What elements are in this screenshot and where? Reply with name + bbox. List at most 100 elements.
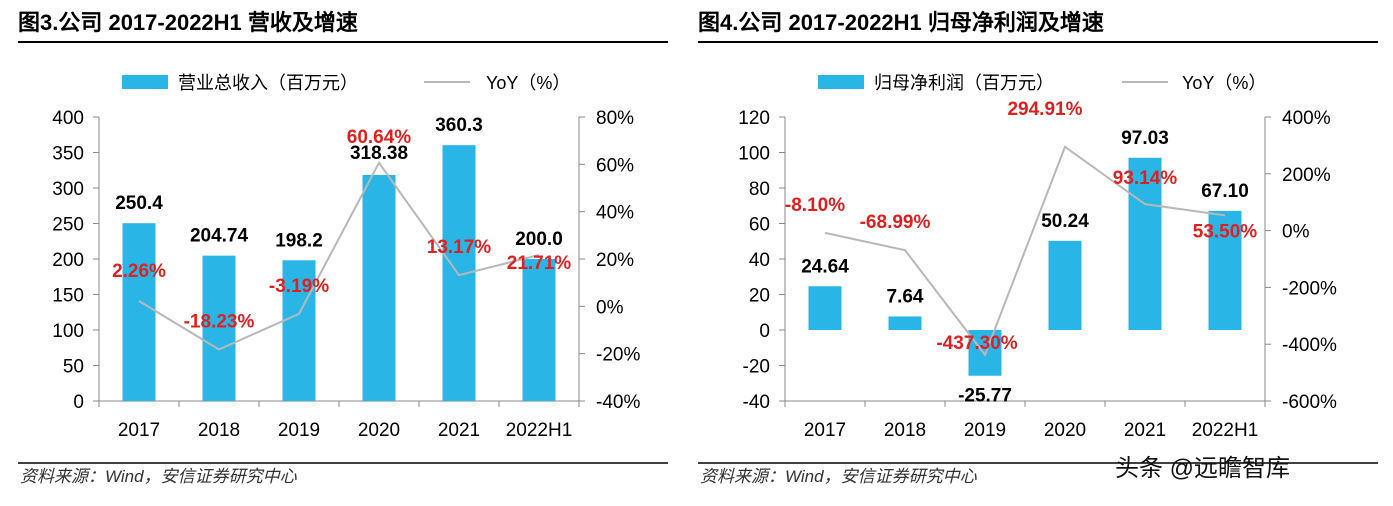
- figure-3-yoy-value-label: 60.64%: [347, 127, 412, 148]
- figure-4-left-axis: 120 100 80 60 40 20 0 -20 -40: [738, 108, 785, 413]
- figure-4-yoy-value-label: -68.99%: [860, 212, 931, 233]
- figure-4-legend-bar-label: 归母净利润（百万元）: [874, 73, 1054, 93]
- figure-4-category-label: 2017: [804, 420, 846, 441]
- figure-4-category-label: 2022H1: [1192, 420, 1259, 441]
- figure-4-right-tick-label: 400%: [1282, 108, 1331, 129]
- figure-3-bar-2018: [202, 255, 236, 401]
- figure-3-axis-lines: [98, 117, 580, 407]
- figure-3-right-tick-label: 60%: [596, 155, 634, 176]
- figure-3-right-tick-label: 40%: [596, 203, 634, 224]
- figure-3-bar-value-label: 360.3: [435, 115, 483, 136]
- figure-4-yoy-value-label: 294.91%: [1007, 99, 1082, 120]
- figure-4-bar-2017: [808, 286, 842, 330]
- figure-4: 图4.公司 2017-2022H1 归母净利润及增速 归母净利润（百万元） Yo…: [698, 10, 1378, 486]
- figure-4-legend: 归母净利润（百万元） YoY（%）: [818, 73, 1266, 93]
- figure-4-bar-value-label: 7.64: [887, 286, 924, 307]
- figure-4-axis-lines: [784, 117, 1266, 407]
- figure-4-bar-2022H1: [1208, 210, 1242, 330]
- figure-3-bar-2019: [282, 260, 316, 401]
- figure-3-right-tick-label: -20%: [596, 345, 640, 366]
- figure-3-left-tick-label: 350: [52, 144, 84, 165]
- figure-4-left-tick-label: 0: [759, 321, 770, 342]
- figure-3-yoy-value-label: 21.71%: [507, 253, 572, 274]
- figure-4-yoy-labels: -8.10% -68.99% -437.30% 294.91% 93.14% 53.50%: [785, 99, 1257, 354]
- figure-4-category-label: 2021: [1124, 420, 1166, 441]
- figure-4-categories: 2017 2018 2019 2020 2021 2022H1: [804, 420, 1258, 441]
- figure-4-bar-2018: [888, 316, 922, 330]
- figure-3-left-tick-label: 300: [52, 179, 84, 200]
- figure-4-right-axis: 400% 200% 0% -200% -400% -600%: [1265, 108, 1337, 413]
- figure-3-bar-2022H1: [522, 259, 556, 401]
- figure-3-left-tick-label: 150: [52, 286, 84, 307]
- figure-3-legend: 营业总收入（百万元） YoY（%）: [122, 73, 570, 93]
- figure-4-left-tick-label: 20: [749, 286, 770, 307]
- figure-4-right-tick-label: -600%: [1282, 392, 1337, 413]
- figure-3-left-tick-label: 0: [73, 392, 84, 413]
- figure-4-category-label: 2018: [884, 420, 926, 441]
- figure-3-right-tick-label: 80%: [596, 108, 634, 129]
- figure-3-category-label: 2018: [198, 420, 240, 441]
- figure-4-bar-value-label: 67.10: [1201, 181, 1249, 202]
- figure-4-left-tick-label: 120: [738, 108, 770, 129]
- figure-4-yoy-line: [824, 145, 1226, 357]
- figure-3-categories: 2017 2018 2019 2020 2021 2022H1: [118, 420, 572, 441]
- figure-4-yoy-value-label: -437.30%: [936, 333, 1017, 354]
- figure-3-right-axis: 80% 60% 40% 20% 0% -20% -40%: [579, 108, 640, 413]
- figure-3-left-tick-label: 400: [52, 108, 84, 129]
- figure-3-yoy-value-label: -18.23%: [184, 311, 255, 332]
- figure-4-right-tick-label: 0%: [1282, 222, 1310, 243]
- figure-3-bar-value-label: 204.74: [190, 226, 249, 247]
- figure-3-bars: [122, 145, 556, 401]
- figure-4-bars: [808, 157, 1242, 376]
- figure-3-bar-2020: [362, 174, 396, 401]
- figure-3-yoy-value-label: 13.17%: [427, 237, 492, 258]
- figure-4-left-tick-label: -20: [743, 357, 770, 378]
- figure-3-title: 图3.公司 2017-2022H1 营收及增速: [18, 10, 358, 35]
- figure-3-left-tick-label: 50: [63, 357, 84, 378]
- figure-4-yoy-value-label: 53.50%: [1193, 221, 1258, 242]
- figure-4-source: 资料来源：Wind，安信证券研究中心: [700, 467, 978, 486]
- figure-4-bar-value-label: 50.24: [1041, 211, 1089, 232]
- figure-3-category-label: 2017: [118, 420, 160, 441]
- figure-3-left-tick-label: 250: [52, 215, 84, 236]
- figure-3-bar-value-label: 198.2: [275, 230, 323, 251]
- figure-3-yoy-labels: 2.26% -18.23% -3.19% 60.64% 13.17% 21.71%: [112, 127, 571, 333]
- figure-4-left-tick-label: 60: [749, 215, 770, 236]
- figure-3-category-label: 2020: [358, 420, 400, 441]
- figure-3-left-axis: 400 350 300 250 200 150 100 50 0: [52, 108, 99, 413]
- figure-3-right-tick-label: -40%: [596, 392, 640, 413]
- figure-4-yoy-value-label: -8.10%: [785, 195, 845, 216]
- figure-4-legend-bar-swatch: [818, 75, 864, 89]
- figure-3-source: 资料来源：Wind，安信证券研究中心: [20, 467, 298, 486]
- figure-3-legend-bar-swatch: [122, 75, 168, 89]
- figure-3-category-label: 2022H1: [506, 420, 573, 441]
- figure-4-title: 图4.公司 2017-2022H1 归母净利润及增速: [698, 10, 1104, 35]
- figure-3-yoy-value-label: 2.26%: [112, 261, 166, 282]
- figure-3-left-tick-label: 100: [52, 321, 84, 342]
- figure-3-yoy-value-label: -3.19%: [269, 276, 329, 297]
- figure-3-category-label: 2019: [278, 420, 320, 441]
- figure-3-right-tick-label: 20%: [596, 250, 634, 271]
- figure-3-bar-2017: [122, 223, 156, 401]
- figure-4-yoy-value-label: 93.14%: [1113, 168, 1178, 189]
- figure-4-legend-line-label: YoY（%）: [1182, 73, 1266, 93]
- figure-4-bar-value-label: 24.64: [801, 256, 849, 277]
- figure-3-category-label: 2021: [438, 420, 480, 441]
- figure-3-right-tick-label: 0%: [596, 297, 624, 318]
- figure-4-right-tick-label: -200%: [1282, 278, 1337, 299]
- figure-4-bar-value-label: -25.77: [958, 386, 1012, 407]
- figure-4-category-label: 2020: [1044, 420, 1086, 441]
- figure-4-right-tick-label: 200%: [1282, 165, 1331, 186]
- figure-3-bar-value-label: 318.38: [350, 143, 408, 164]
- watermark: 头条 @远瞻智库: [1115, 455, 1290, 482]
- figure-3: 图3.公司 2017-2022H1 营收及增速 营业总收入（百万元） YoY（%…: [18, 10, 668, 486]
- figure-3-legend-bar-label: 营业总收入（百万元）: [178, 73, 358, 93]
- figure-4-left-tick-label: 40: [749, 250, 770, 271]
- figure-4-bar-value-label: 97.03: [1121, 128, 1169, 149]
- figure-3-yoy-polyline: [138, 160, 540, 351]
- figure-4-value-labels: 24.64 7.64 -25.77 50.24 97.03 67.10: [801, 128, 1249, 407]
- figure-4-left-tick-label: -40: [743, 392, 770, 413]
- figure-4-bar-2020: [1048, 240, 1082, 330]
- figure-4-left-tick-label: 80: [749, 179, 770, 200]
- figure-3-left-tick-label: 200: [52, 250, 84, 271]
